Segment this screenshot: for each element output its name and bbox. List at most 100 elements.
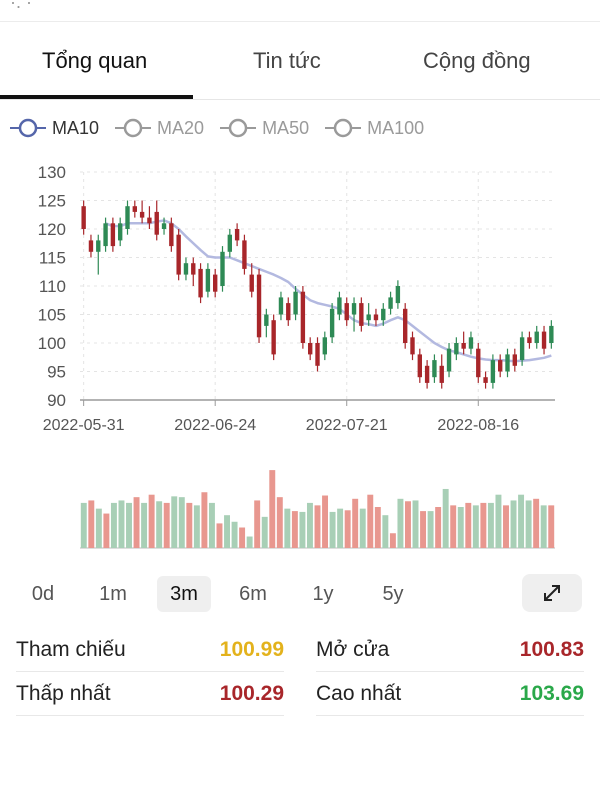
volume-chart — [80, 470, 555, 549]
ma20-toggle[interactable]: MA20 — [113, 117, 204, 139]
ma100-label: MA100 — [367, 117, 425, 138]
volume-bar — [503, 505, 509, 548]
volume-bar — [141, 502, 148, 548]
tab-overview[interactable]: Tổng quan — [42, 48, 148, 73]
volume-bar — [427, 511, 434, 548]
stat-high-label: Cao nhất — [316, 682, 402, 705]
x-tick-label: 2022-07-21 — [306, 417, 388, 434]
y-tick-label: 110 — [39, 277, 66, 296]
candle-body — [271, 320, 276, 355]
ma100-toggle[interactable]: MA100 — [323, 117, 424, 139]
ma50-toggle[interactable]: MA50 — [218, 117, 309, 139]
candle-body — [154, 211, 159, 235]
fullscreen-button[interactable] — [522, 574, 582, 612]
range-1y[interactable]: 1y — [312, 583, 334, 605]
range-5y[interactable]: 5y — [382, 583, 404, 605]
volume-bar — [171, 496, 178, 548]
volume-bar — [103, 513, 110, 548]
price-chart[interactable]: 90 95 100 105 110 115 120 125 130 2022-05-31 2022-… — [0, 150, 600, 440]
volume-bar — [405, 501, 411, 548]
x-tick-label: 2022-05-31 — [43, 417, 125, 434]
tab-news[interactable]: Tin tức — [253, 48, 321, 73]
candle-body — [88, 240, 94, 252]
ma10-label: MA10 — [52, 117, 100, 138]
volume-bar — [389, 533, 396, 548]
tab-bar: Tổng quan Tin tức Cộng đồng — [0, 22, 600, 100]
volume-bar — [133, 497, 140, 548]
volume-bar — [126, 502, 132, 548]
range-3m[interactable]: 3m — [157, 576, 211, 612]
volume-bar — [367, 494, 374, 548]
ma20-circle-icon — [115, 118, 152, 138]
candle-body — [220, 251, 225, 286]
range-6m[interactable]: 6m — [239, 583, 267, 605]
candle-body — [278, 297, 284, 315]
candle-body — [381, 308, 386, 321]
y-tick-label: 115 — [39, 249, 66, 268]
candle-body — [139, 211, 145, 218]
candle-body — [534, 331, 539, 343]
volume-bar — [465, 502, 472, 548]
volume-bar — [269, 470, 276, 548]
ma100-circle-icon — [325, 118, 362, 138]
volume-bar — [224, 515, 230, 548]
volume-bar — [435, 507, 442, 548]
volume-bar — [110, 502, 117, 548]
volume-bar — [457, 507, 464, 548]
volume-bar — [397, 498, 404, 548]
candle-body — [169, 223, 174, 247]
candle-body — [249, 274, 254, 292]
volume-bar — [533, 498, 540, 548]
volume-bar — [374, 507, 381, 548]
volume-bar — [480, 502, 487, 548]
candle-body — [293, 291, 298, 315]
volume-bar — [118, 500, 125, 548]
volume-bar — [254, 500, 261, 548]
range-1m[interactable]: 1m — [99, 583, 127, 605]
ma10-toggle[interactable]: MA10 — [8, 117, 99, 139]
volume-bar — [284, 508, 291, 548]
candle-body — [125, 206, 130, 229]
candle-body — [541, 331, 547, 349]
ma50-label: MA50 — [262, 117, 310, 138]
candle-body — [161, 223, 167, 229]
expand-arrows-icon — [544, 585, 560, 601]
candle-body — [337, 297, 342, 315]
volume-bar — [540, 505, 547, 548]
stat-reference: Tham chiếu 100.99 — [16, 628, 284, 672]
candle-body — [308, 343, 313, 355]
volume-bar — [525, 500, 532, 548]
range-0d[interactable]: 0d — [31, 583, 55, 605]
candle-body — [454, 343, 459, 355]
volume-bar — [382, 515, 389, 548]
volume-bar — [548, 505, 555, 548]
volume-bar — [359, 508, 366, 548]
volume-bar — [208, 502, 215, 548]
volume-bar — [80, 502, 87, 548]
candle-body — [395, 286, 401, 304]
stat-open: Mở cửa 100.83 — [316, 628, 584, 672]
top-strip: ·. · — [0, 0, 600, 22]
volume-bar — [163, 502, 170, 548]
volume-bar — [246, 536, 253, 548]
volume-bar — [231, 521, 238, 548]
volume-bar — [518, 494, 525, 548]
candle-body — [505, 354, 510, 372]
candle-body — [227, 234, 232, 252]
candle-body — [234, 229, 240, 241]
candle-body — [103, 223, 108, 247]
tab-community[interactable]: Cộng đồng — [423, 48, 531, 73]
clipped-header-text: ·. · — [10, 0, 32, 12]
volume-bar — [95, 508, 102, 548]
ma50-circle-icon — [220, 118, 257, 138]
volume-bar — [193, 505, 200, 548]
candle-body — [417, 354, 422, 378]
candle-body — [132, 206, 137, 212]
y-tick-label: 105 — [38, 306, 66, 325]
volume-bar — [156, 501, 163, 548]
volume-bar — [510, 500, 517, 548]
volume-bar — [148, 494, 155, 548]
stat-high-value: 103.69 — [519, 682, 584, 705]
candle-body — [366, 314, 371, 321]
candle-body — [147, 217, 152, 224]
